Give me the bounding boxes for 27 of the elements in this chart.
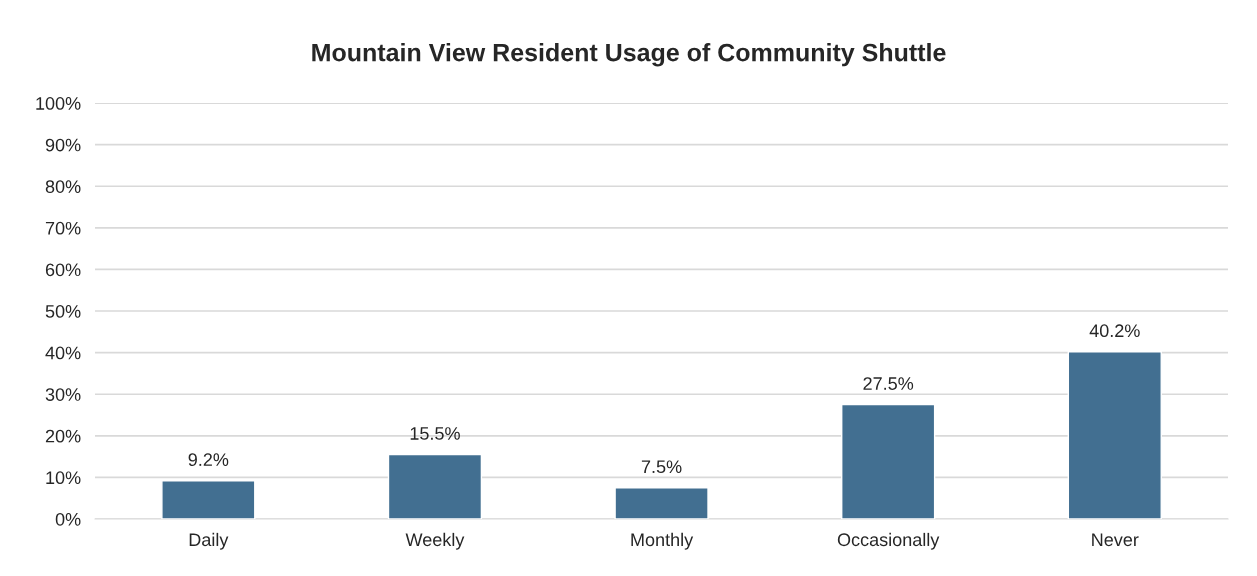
y-tick-label: 40% bbox=[45, 346, 81, 360]
y-tick-label: 0% bbox=[55, 512, 81, 526]
data-label: 27.5% bbox=[863, 377, 914, 390]
x-tick-label: Daily bbox=[189, 532, 229, 550]
bar bbox=[387, 453, 483, 519]
bar bbox=[841, 403, 936, 519]
y-tick-label: 80% bbox=[45, 180, 81, 193]
data-label: 7.5% bbox=[641, 460, 682, 474]
y-tick-label: 60% bbox=[45, 263, 81, 277]
y-tick-label: 20% bbox=[45, 429, 81, 443]
chart-title: Mountain View Resident Usage of Community Shuttle bbox=[312, 43, 946, 67]
bar bbox=[1067, 351, 1162, 519]
data-label: 9.2% bbox=[188, 453, 229, 467]
data-label: 40.2% bbox=[1089, 324, 1140, 338]
y-tick-label: 70% bbox=[45, 221, 81, 235]
y-tick-label: 100% bbox=[36, 97, 81, 110]
y-tick-label: 10% bbox=[46, 471, 81, 485]
data-label: 15.5% bbox=[410, 427, 460, 440]
y-tick-label: 90% bbox=[45, 138, 81, 152]
bar bbox=[614, 487, 709, 519]
x-tick-label: Monthly bbox=[631, 532, 694, 550]
y-tick-label: 50% bbox=[45, 304, 81, 318]
bar bbox=[161, 480, 256, 519]
x-tick-label: Occasionally bbox=[837, 532, 940, 550]
x-tick-label: Weekly bbox=[405, 532, 465, 550]
y-tick-label: 30% bbox=[45, 388, 81, 401]
x-tick-label: Never bbox=[1092, 533, 1139, 547]
